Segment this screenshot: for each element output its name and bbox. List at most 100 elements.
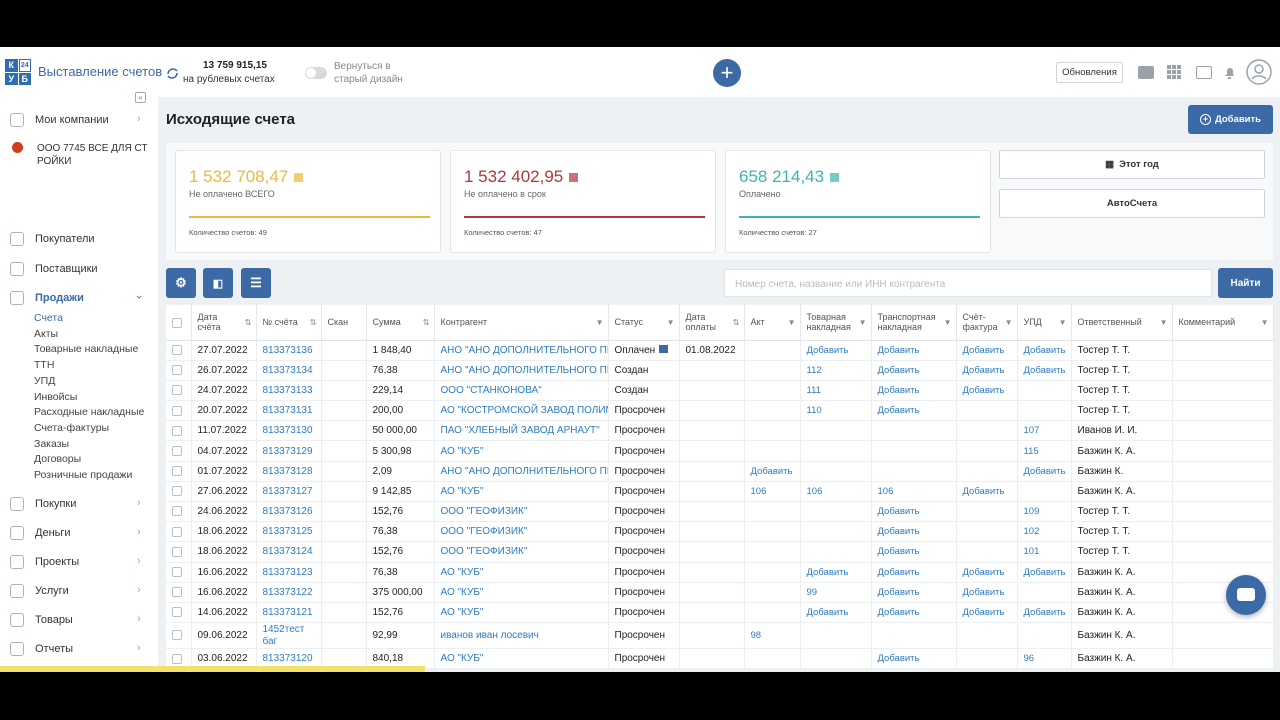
search-input[interactable]: Номер счета, название или ИНН контрагент… [724, 269, 1212, 297]
cell[interactable]: 96 [1017, 648, 1072, 670]
logo[interactable]: К 24 У Б [5, 59, 31, 85]
sub-item[interactable]: УПД [34, 374, 56, 387]
sub-item[interactable]: Инвойсы [34, 390, 78, 403]
cell[interactable]: Добавить [871, 501, 957, 523]
wallet-icon[interactable] [1196, 66, 1212, 79]
row-select[interactable] [166, 481, 192, 503]
row-select[interactable] [166, 582, 192, 603]
sub-item[interactable]: ТТН [34, 359, 55, 372]
row-select[interactable] [166, 501, 192, 523]
nav-item[interactable]: Поставщики [35, 262, 98, 275]
cell[interactable]: 106 [800, 481, 872, 503]
row-select[interactable] [166, 340, 192, 361]
sub-item[interactable]: Договоры [34, 453, 82, 466]
sub-item[interactable]: Акты [34, 327, 59, 340]
column-header[interactable]: Статус ▼ [608, 305, 680, 341]
cell[interactable]: Добавить [1017, 340, 1072, 361]
checkbox[interactable] [172, 486, 182, 497]
nav-item[interactable]: Услуги [35, 584, 69, 597]
period-button[interactable]: ▦ Этот год [999, 150, 1265, 179]
cell[interactable]: 813373128 [256, 461, 322, 482]
cell[interactable]: Добавить [871, 648, 957, 670]
column-header[interactable]: Ответственный ▼ [1071, 305, 1173, 341]
cell[interactable]: Добавить [956, 582, 1018, 603]
toggle[interactable] [305, 67, 327, 79]
cell[interactable]: Добавить [956, 380, 1018, 402]
cell[interactable]: 109 [1017, 501, 1072, 523]
add-button[interactable]: + Добавить [1188, 105, 1273, 134]
app-title[interactable]: Выставление счетов [38, 64, 163, 79]
create-button[interactable]: + [713, 59, 741, 87]
cell[interactable]: АНО "АНО ДОПОЛНИТЕЛЬНОГО ПРО [434, 340, 609, 361]
column-header[interactable]: Товарная накладная ▼ [800, 305, 872, 341]
sub-item[interactable]: Счета-фактуры [34, 421, 110, 434]
cell[interactable]: 813373122 [256, 582, 322, 603]
cell[interactable]: Добавить [871, 602, 957, 624]
cell[interactable]: 813373127 [256, 481, 322, 503]
columns-button[interactable]: ◧ [203, 268, 233, 298]
checkbox[interactable] [172, 526, 182, 537]
cell[interactable]: Добавить [871, 400, 957, 422]
cell[interactable]: Добавить [956, 602, 1018, 624]
cell[interactable]: Добавить [956, 562, 1018, 583]
column-header[interactable]: Сумма ⇅ [366, 305, 435, 341]
search-button[interactable]: Найти [1218, 268, 1273, 298]
column-header[interactable]: Транспортная накладная ▼ [871, 305, 957, 341]
sub-item[interactable]: Счета [34, 312, 63, 324]
nav-item[interactable]: Отчеты [35, 642, 74, 655]
company-name[interactable]: ООО 7745 ВСЕ ДЛЯ СТРОЙКИ [37, 143, 148, 167]
row-select[interactable] [166, 622, 192, 650]
checkbox[interactable] [172, 425, 182, 436]
cell[interactable]: 98 [744, 622, 801, 650]
cell[interactable]: 106 [871, 481, 957, 503]
column-header[interactable]: Дата оплаты ⇅ [679, 305, 745, 341]
cell[interactable]: Добавить [1017, 562, 1072, 583]
row-select[interactable] [166, 562, 192, 583]
cell[interactable]: АНО "АНО ДОПОЛНИТЕЛЬНОГО ПРО [434, 461, 609, 482]
checkbox[interactable] [172, 630, 182, 641]
row-select[interactable] [166, 461, 192, 482]
nav-item[interactable]: Товары [35, 613, 73, 626]
cell[interactable]: ООО "СТАНКОНОВА" [434, 380, 609, 402]
checkbox[interactable] [172, 445, 182, 456]
column-header[interactable]: Скан [321, 305, 367, 341]
row-select[interactable] [166, 541, 192, 563]
refresh-icon[interactable] [165, 66, 180, 81]
list-button[interactable]: ☰ [241, 268, 271, 298]
cell[interactable]: Добавить [1017, 461, 1072, 482]
column-header[interactable]: Дата счёта ⇅ [191, 305, 257, 341]
cell[interactable]: Добавить [800, 562, 872, 583]
cell[interactable]: Добавить [871, 521, 957, 543]
checkbox[interactable] [172, 567, 182, 578]
row-select[interactable] [166, 602, 192, 624]
cell[interactable]: АО "КУБ" [434, 648, 609, 670]
auto-button[interactable]: АвтоСчета [999, 189, 1265, 218]
cell[interactable]: Добавить [871, 582, 957, 603]
cell[interactable]: 1452тест баг [256, 622, 322, 650]
cell[interactable]: АО "КУБ" [434, 602, 609, 624]
checkbox[interactable] [172, 365, 182, 376]
cell[interactable]: 813373136 [256, 340, 322, 361]
cell[interactable]: 813373125 [256, 521, 322, 543]
column-header[interactable]: Комментарий ▼ [1172, 305, 1274, 341]
column-header[interactable]: Контрагент ▼ [434, 305, 609, 341]
row-select[interactable] [166, 380, 192, 402]
cell[interactable]: Добавить [744, 461, 801, 482]
cell[interactable]: 813373133 [256, 380, 322, 402]
nav-item[interactable]: Покупки [35, 497, 77, 510]
column-header[interactable]: Акт ▼ [744, 305, 801, 341]
cell[interactable]: 813373130 [256, 420, 322, 442]
row-select[interactable] [166, 360, 192, 381]
cell[interactable]: 101 [1017, 541, 1072, 563]
cell[interactable]: Добавить [1017, 602, 1072, 624]
cell[interactable]: АО "КУБ" [434, 562, 609, 583]
row-select[interactable] [166, 420, 192, 442]
cell[interactable]: АО "КУБ" [434, 440, 609, 462]
nav-item[interactable]: Покупатели [35, 233, 95, 245]
cell[interactable]: Добавить [956, 360, 1018, 381]
checkbox[interactable] [172, 466, 182, 477]
row-select[interactable] [166, 400, 192, 422]
sub-item[interactable]: Заказы [34, 437, 70, 450]
cell[interactable]: 106 [744, 481, 801, 503]
sub-item[interactable]: Товарные накладные [34, 343, 139, 356]
